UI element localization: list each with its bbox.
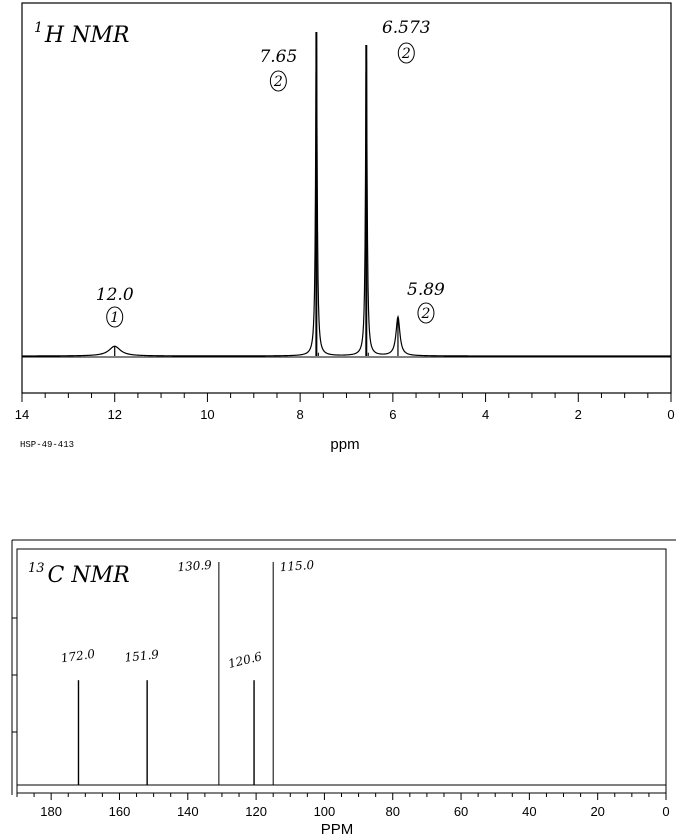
h-nmr-sample-code: HSP-49-413 — [20, 440, 74, 450]
h-nmr-peak-shift-label: 12.0 — [96, 285, 134, 305]
c-nmr-peak-shift-label: 130.9 — [177, 558, 213, 574]
h-nmr-x-axis: 14 12 10 8 6 4 2 0 — [15, 393, 675, 422]
h-nmr-integration-circle — [269, 70, 287, 92]
h-nmr-x-tick-label: 10 — [200, 407, 214, 422]
c-nmr-x-tick-label: 120 — [245, 804, 267, 819]
c-nmr-title-main: C NMR — [48, 563, 130, 588]
c-nmr-x-tick-label: 80 — [386, 804, 400, 819]
c-nmr-peak-shift-label: 120.6 — [227, 649, 264, 671]
h-nmr-integration-circle — [106, 306, 124, 328]
h-nmr-spectrum — [22, 32, 671, 357]
h-nmr-integration-label: 2 — [420, 306, 430, 322]
c-nmr-x-tick-label: 140 — [177, 804, 199, 819]
c-nmr-peak-shift-label: 115.0 — [279, 558, 315, 574]
c-nmr-title-superscript: 13 — [28, 561, 45, 576]
h-nmr-x-tick-label: 12 — [107, 407, 121, 422]
h-nmr-integration-label: 2 — [273, 74, 283, 90]
c-nmr-x-tick-label: 160 — [109, 804, 131, 819]
h-nmr-title-superscript: 1 — [34, 20, 43, 36]
c-nmr-peak-shift-label: 172.0 — [60, 647, 96, 666]
h-nmr-x-tick-label: 14 — [15, 407, 29, 422]
h-nmr-title: 1H NMR — [34, 20, 129, 48]
h-nmr-x-tick-label: 4 — [482, 407, 489, 422]
h-nmr-peak-shift-label: 6.573 — [382, 18, 431, 38]
c-nmr-x-tick-label: 60 — [454, 804, 468, 819]
c-nmr-x-axis: 180 160 140 120 100 80 60 40 20 0 — [16, 793, 670, 819]
c-nmr-x-tick-label: 20 — [590, 804, 604, 819]
h-nmr-x-tick-label: 8 — [297, 407, 304, 422]
h-nmr-trace — [22, 38, 671, 357]
c-nmr-x-tick-label: 40 — [522, 804, 536, 819]
h-nmr-plot-frame — [21, 2, 672, 394]
h-nmr-peak-shift-label: 5.89 — [407, 280, 445, 300]
h-nmr-x-tick-label: 6 — [389, 407, 396, 422]
h-nmr-title-main: H NMR — [44, 23, 130, 48]
h-nmr-peak-shift-label: 7.65 — [259, 47, 297, 67]
c-nmr-panel: 180 160 140 120 100 80 60 40 20 0 172.0 151.9 130.9… — [11, 539, 676, 838]
c-nmr-x-axis-title: PPM — [321, 821, 354, 838]
c-nmr-title: 13 C NMR — [28, 561, 130, 588]
h-nmr-x-tick-label: 2 — [575, 407, 582, 422]
c-nmr-x-tick-label: 100 — [314, 804, 336, 819]
h-nmr-integration-circle — [417, 302, 435, 324]
c-nmr-peak-shift-label: 151.9 — [124, 647, 160, 665]
c-nmr-y-axis — [12, 617, 17, 733]
c-nmr-x-tick-label: 180 — [40, 804, 62, 819]
h-nmr-integration-circle — [397, 42, 415, 64]
h-nmr-integration-label: 2 — [401, 46, 411, 62]
h-nmr-x-tick-label: 0 — [667, 407, 674, 422]
c-nmr-x-tick-label: 0 — [662, 804, 669, 819]
h-nmr-peak-labels: 12.0 1 7.65 2 6.573 2 5.89 2 — [96, 18, 445, 328]
h-nmr-x-axis-title: ppm — [330, 436, 359, 453]
h-nmr-integration-label: 1 — [110, 310, 119, 326]
c-nmr-spectrum — [77, 562, 274, 785]
